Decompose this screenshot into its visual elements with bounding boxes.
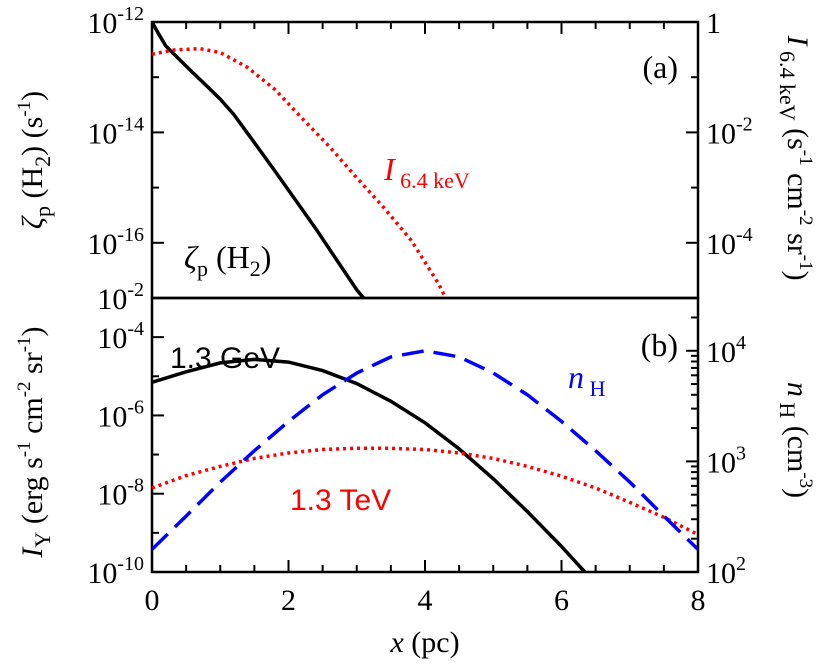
panel-a-right-axis-title: I 6.4 keV (s-1 cm-2 sr-1) (775, 34, 816, 280)
x-axis-title: x (pc) (389, 626, 459, 659)
panel-a-right-tick-label: 10-4 (706, 224, 753, 261)
panel-b-series-gev (152, 357, 637, 572)
panel-b-right-axis-label: n H (cm-3) (775, 382, 816, 498)
panel-b-left-tick-label: 10-8 (97, 475, 144, 512)
tev-annotation: 1.3 TeV (290, 484, 391, 517)
nh-annotation: n H (568, 359, 606, 401)
panel-b-right-tick-label: 104 (706, 332, 746, 369)
gev-annotation: 1.3 GeV (170, 342, 280, 375)
panel-b-left-axis-label: IY (erg s-1 cm-2 sr-1) (14, 326, 55, 558)
panel-b-series-tev (152, 446, 698, 537)
panel-a-series-zeta (152, 22, 365, 298)
panel-b-series-nh (152, 349, 698, 551)
panel-b-right-axis-title: n H (cm-3) (775, 382, 816, 498)
x-tick-label: 4 (418, 584, 433, 617)
panel-a-label: (a) (642, 49, 678, 85)
panel-a-left-tick-label: 10-14 (87, 113, 144, 150)
panel-b-left-tick-label: 10-2 (97, 279, 144, 316)
panel-b-label: (b) (641, 327, 678, 363)
panel-a-right-tick-label: 10-2 (706, 113, 753, 150)
x-tick-label: 0 (145, 584, 160, 617)
panel-a-left-tick-label: 10-12 (87, 3, 144, 40)
i64-annotation: I 6.4 keV (383, 151, 470, 193)
panel-a-left-tick-label: 10-16 (87, 224, 144, 261)
panel-b-right-tick-label: 102 (706, 553, 746, 590)
panel-a-left-axis-title: ζp (H2) (s-1) (14, 91, 55, 229)
x-tick-label: 6 (554, 584, 569, 617)
panel-b-right-tick-label: 103 (706, 442, 746, 479)
panel-b-left-tick-label: 10-4 (97, 318, 144, 355)
panel-a-series-i64 (152, 46, 448, 298)
x-tick-label: 2 (281, 584, 296, 617)
panel-a-right-axis-label: I 6.4 keV (s-1 cm-2 sr-1) (775, 34, 816, 280)
panel-b-frame (150, 296, 700, 574)
panel-b-left-tick-label: 10-6 (97, 396, 144, 433)
panel-a-right-tick-label: 1 (706, 7, 721, 40)
x-tick-label: 8 (691, 584, 706, 617)
panel-b-left-tick-label: 10-10 (87, 553, 144, 590)
panel-a-left-axis-label: ζp (H2) (s-1) (14, 91, 55, 229)
panel-b-left-axis-title: IY (erg s-1 cm-2 sr-1) (14, 326, 55, 558)
zeta-annotation: ζp (H2) (184, 239, 271, 281)
